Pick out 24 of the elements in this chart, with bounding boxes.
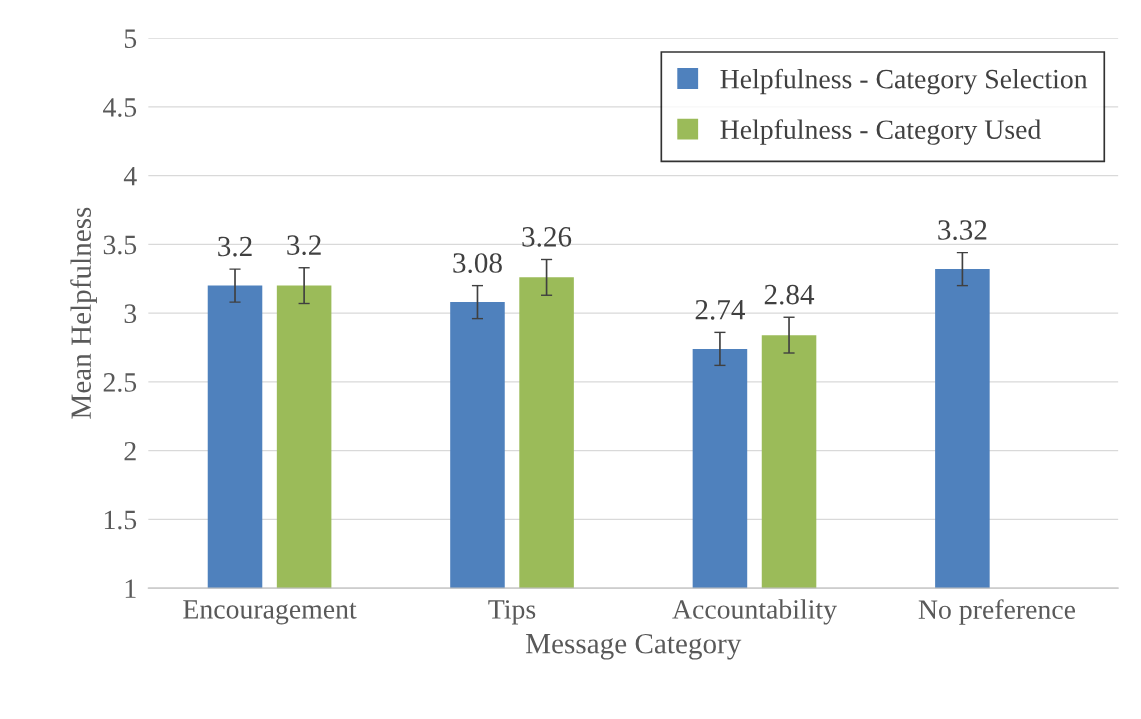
data-label: 3.08	[453, 253, 502, 273]
data-label: 3.2	[287, 235, 321, 256]
x-tick-label: Tips	[488, 600, 536, 625]
y-axis-title: Mean Helpfulness	[70, 207, 97, 419]
data-label: 3.32	[938, 220, 987, 240]
data-label: 2.84	[764, 284, 815, 305]
data-label: 3.2	[218, 236, 252, 257]
x-tick-label: Accountability	[672, 599, 837, 625]
data-label: 2.74	[695, 299, 745, 320]
y-tick-label: 3	[124, 304, 137, 324]
y-tick-label: 4.5	[103, 98, 137, 117]
legend-label: Helpfulness - Category Selection	[720, 68, 1088, 95]
y-tick-label: 4	[123, 166, 137, 186]
y-tick-label: 2	[124, 441, 136, 461]
y-tick-label: 1.5	[104, 510, 137, 530]
y-tick-label: 3.5	[103, 235, 137, 255]
data-label: 3.26	[522, 227, 572, 247]
legend-label: Helpfulness - Category Used	[720, 119, 1041, 145]
y-tick-label: 5	[124, 29, 137, 49]
y-tick-label: 1	[125, 579, 136, 598]
x-tick-label: Encouragement	[183, 600, 357, 625]
x-tick-label: No preference	[918, 599, 1076, 625]
x-axis-title: Message Category	[525, 633, 742, 660]
y-tick-label: 2.5	[103, 373, 137, 392]
